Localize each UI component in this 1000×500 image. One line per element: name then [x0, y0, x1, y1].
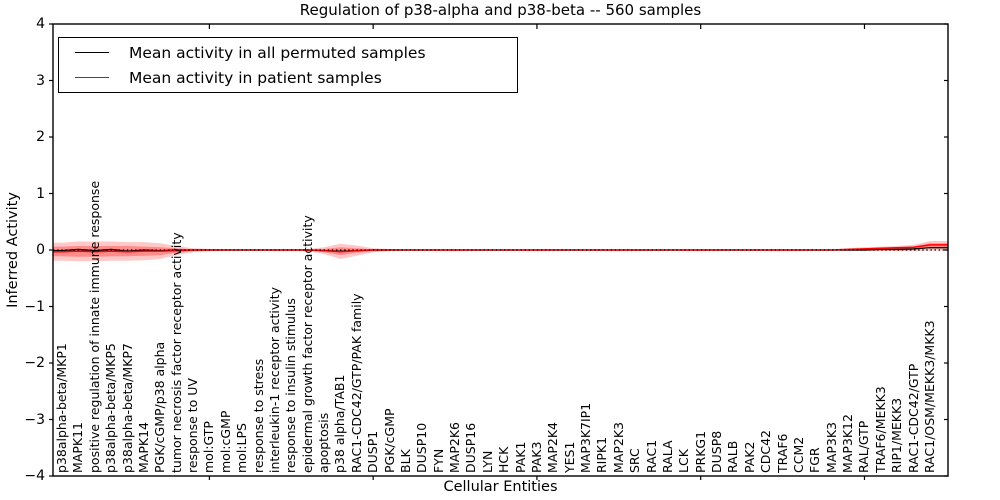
- patient-line-swatch: [75, 77, 109, 78]
- x-category-label: MAP3K7IP1: [578, 402, 594, 473]
- x-category-label: MAPK14: [135, 422, 151, 473]
- x-category-label: MAP2K4: [545, 422, 561, 473]
- x-category-label: mol:LPS: [234, 423, 250, 473]
- y-tick-label: −2: [24, 355, 45, 371]
- x-category-label: positive regulation of innate immune res…: [86, 180, 102, 473]
- permuted-line-swatch: [75, 52, 109, 53]
- x-category-label: TRAF6/MEKK3: [872, 386, 888, 473]
- x-category-label: DUSP8: [709, 430, 725, 473]
- x-category-label: interleukin-1 receptor activity: [266, 286, 282, 473]
- x-category-label: HCK: [496, 446, 512, 473]
- x-category-label: RALA: [659, 440, 675, 473]
- legend-label: Mean activity in patient samples: [129, 68, 382, 87]
- x-category-label: BLK: [397, 449, 413, 473]
- x-category-label: LCK: [676, 449, 692, 473]
- x-category-label: CCM2: [790, 436, 806, 473]
- y-tick-label: 2: [36, 129, 45, 145]
- chart-title: Regulation of p38-alpha and p38-beta -- …: [299, 1, 702, 19]
- patient-confidence-outer: [53, 240, 948, 262]
- y-tick-label: 1: [36, 185, 45, 202]
- x-category-label: FGR: [807, 447, 823, 473]
- y-tick-label: 0: [36, 242, 45, 258]
- y-tick-label: −1: [24, 298, 45, 315]
- y-tick-label: −4: [24, 468, 45, 484]
- x-category-label: RIPK1: [594, 436, 610, 473]
- y-tick-label: 3: [36, 72, 45, 89]
- x-category-label: YES1: [561, 441, 577, 473]
- x-axis-label: Cellular Entities: [443, 479, 558, 495]
- x-category-label: PAK1: [512, 441, 528, 473]
- x-category-label: DUSP10: [414, 422, 430, 473]
- legend-item-patient: Mean activity in patient samples: [59, 65, 517, 90]
- x-category-label: p38 alpha/TAB1: [332, 374, 348, 473]
- x-category-label: p38alpha-beta/MKP7: [119, 343, 135, 473]
- x-category-label: mol:GTP: [201, 421, 217, 473]
- x-category-label: RIP1/MEKK3: [889, 397, 905, 473]
- y-axis-label: Inferred Activity: [5, 192, 21, 308]
- x-category-label: MAP2K3: [610, 422, 626, 473]
- x-category-label: RAC1-CDC42/GTP: [905, 363, 921, 473]
- x-category-label: CDC42: [758, 430, 774, 473]
- x-category-label: PGK/cGMP: [381, 408, 397, 473]
- x-category-label: response to insulin stimulus: [283, 298, 299, 473]
- x-category-label: p38alpha-beta/MKP5: [103, 343, 119, 473]
- x-category-label: PAK3: [528, 441, 544, 473]
- x-category-label: FYN: [430, 448, 446, 473]
- x-category-label: MAPK11: [70, 422, 86, 473]
- x-category-label: RAC1: [643, 439, 659, 473]
- x-category-label: LYN: [479, 450, 495, 473]
- x-category-label: TRAF6: [774, 433, 790, 473]
- x-category-label: MAP2K6: [447, 422, 463, 473]
- x-category-label: PAK2: [741, 441, 757, 473]
- x-category-label: DUSP1: [365, 430, 381, 473]
- x-category-label: response to UV: [185, 378, 201, 473]
- x-category-label: PGK/cGMP/p38 alpha: [152, 341, 168, 473]
- y-tick-label: 4: [36, 16, 45, 32]
- x-category-label: p38alpha-beta/MKP1: [54, 343, 69, 473]
- x-category-label: RAC1-CDC42/GTP/PAK family: [348, 293, 364, 473]
- x-category-label: MAP3K12: [840, 414, 856, 473]
- x-category-label: DUSP16: [463, 422, 479, 473]
- x-category-label: RALB: [725, 440, 741, 473]
- legend-label: Mean activity in all permuted samples: [129, 43, 426, 62]
- x-category-label: MAP3K3: [823, 422, 839, 473]
- x-category-label: SRC: [627, 448, 643, 473]
- x-category-label: RAC1/OSM/MEKK3/MKK3: [921, 320, 937, 473]
- y-tick-label: −3: [24, 411, 45, 428]
- legend-item-permuted: Mean activity in all permuted samples: [59, 40, 517, 65]
- x-category-label: apoptosis: [316, 412, 332, 473]
- x-category-label: tumor necrosis factor receptor activity: [168, 232, 184, 473]
- x-category-label: epidermal growth factor receptor activit…: [299, 215, 315, 473]
- x-category-label: PRKG1: [692, 430, 708, 473]
- x-category-label: response to stress: [250, 358, 266, 473]
- x-category-label: mol:cGMP: [217, 410, 233, 473]
- x-category-label: RAL/GTP: [856, 420, 872, 473]
- legend: Mean activity in all permuted samples Me…: [58, 37, 518, 93]
